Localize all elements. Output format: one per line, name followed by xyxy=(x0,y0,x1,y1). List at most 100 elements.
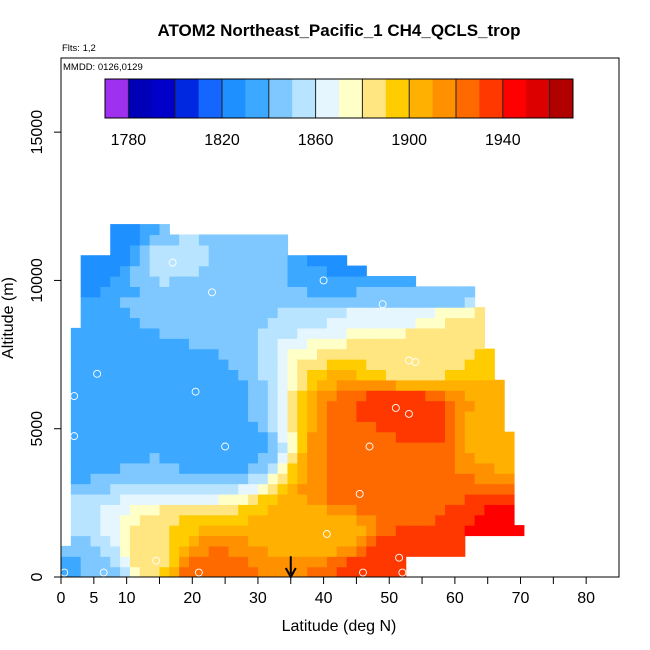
field-cell xyxy=(179,369,190,381)
field-cell xyxy=(149,327,161,339)
field-cell xyxy=(100,452,111,464)
field-cell xyxy=(129,224,141,236)
field-cell xyxy=(208,348,220,360)
field-cell xyxy=(405,545,417,557)
field-cell xyxy=(257,244,269,256)
field-cell xyxy=(100,359,111,370)
field-cell xyxy=(326,442,338,454)
field-cell xyxy=(395,452,407,464)
field-cell xyxy=(287,431,298,443)
field-cell xyxy=(129,400,141,412)
field-cell xyxy=(445,421,456,433)
field-cell xyxy=(159,421,170,433)
field-cell xyxy=(405,483,417,495)
field-cell xyxy=(208,431,220,443)
field-cell xyxy=(139,286,151,298)
field-cell xyxy=(454,442,466,454)
field-cell xyxy=(395,566,407,577)
field-cell xyxy=(454,525,466,537)
field-cell xyxy=(238,483,249,495)
field-cell xyxy=(454,296,466,308)
field-cell xyxy=(70,442,82,454)
field-cell xyxy=(120,369,131,381)
field-cell xyxy=(80,265,92,277)
field-cell xyxy=(189,483,200,495)
field-cell xyxy=(346,296,358,308)
field-cell xyxy=(277,307,289,319)
field-cell xyxy=(454,504,466,516)
field-cell xyxy=(317,338,328,350)
field-cell xyxy=(208,244,220,256)
field-cell xyxy=(208,317,220,329)
field-cell xyxy=(80,504,92,516)
field-cell xyxy=(238,410,249,422)
field-cell xyxy=(139,483,151,495)
colorbar-cell xyxy=(268,79,293,118)
field-cell xyxy=(159,255,170,267)
field-cell xyxy=(139,462,151,474)
observation-point xyxy=(99,568,108,577)
field-cell xyxy=(346,286,358,298)
field-cell xyxy=(189,410,200,422)
field-cell xyxy=(139,545,151,557)
field-cell xyxy=(307,410,318,422)
field-cell xyxy=(336,369,348,381)
field-cell xyxy=(198,265,210,277)
field-cell xyxy=(248,462,259,474)
field-cell xyxy=(287,442,298,454)
field-cell xyxy=(189,421,200,433)
field-cell xyxy=(218,525,229,537)
field-cell xyxy=(385,504,397,516)
field-cell xyxy=(238,379,249,391)
field-cell xyxy=(110,504,121,516)
field-cell xyxy=(297,400,308,412)
field-cell xyxy=(149,545,161,557)
colorbar-cell xyxy=(198,79,223,118)
field-cell xyxy=(189,296,200,308)
field-cell xyxy=(277,390,289,402)
field-cell xyxy=(277,421,289,433)
field-cell xyxy=(179,410,190,422)
field-cell xyxy=(376,452,387,464)
field-cell xyxy=(218,410,229,422)
field-cell xyxy=(248,442,259,454)
field-cell xyxy=(336,390,348,402)
field-cell xyxy=(317,379,328,391)
field-cell xyxy=(474,338,486,350)
field-cell xyxy=(277,255,289,267)
field-cell xyxy=(129,296,141,308)
field-cell xyxy=(415,286,426,298)
field-cell xyxy=(405,348,417,360)
field-cell xyxy=(395,275,407,287)
field-cell xyxy=(494,421,505,433)
field-cell xyxy=(159,483,170,495)
field-cell xyxy=(159,327,170,339)
field-cell xyxy=(198,493,210,505)
field-cell xyxy=(248,410,259,422)
field-cell xyxy=(129,525,141,537)
field-cell xyxy=(297,462,308,474)
field-cell xyxy=(504,442,515,454)
x-tick-label: 5 xyxy=(89,590,98,607)
colorbar-cell xyxy=(385,79,410,118)
field-cell xyxy=(435,431,446,443)
field-cell xyxy=(336,359,348,370)
field-cell xyxy=(346,473,358,485)
field-cell xyxy=(228,442,239,454)
field-cell xyxy=(120,390,131,402)
field-cell xyxy=(149,379,161,391)
field-cell xyxy=(218,307,229,319)
field-cell xyxy=(159,275,170,287)
field-cell xyxy=(139,535,151,547)
field-cell xyxy=(80,566,92,577)
field-cell xyxy=(179,525,190,537)
colorbar-cell xyxy=(456,79,480,118)
field-cell xyxy=(307,452,318,464)
field-cell xyxy=(385,390,397,402)
field-cell xyxy=(228,348,239,360)
field-cell xyxy=(90,514,101,526)
field-cell xyxy=(317,348,328,360)
field-cell xyxy=(228,535,239,547)
field-cell xyxy=(297,514,308,526)
field-cell xyxy=(139,224,151,236)
